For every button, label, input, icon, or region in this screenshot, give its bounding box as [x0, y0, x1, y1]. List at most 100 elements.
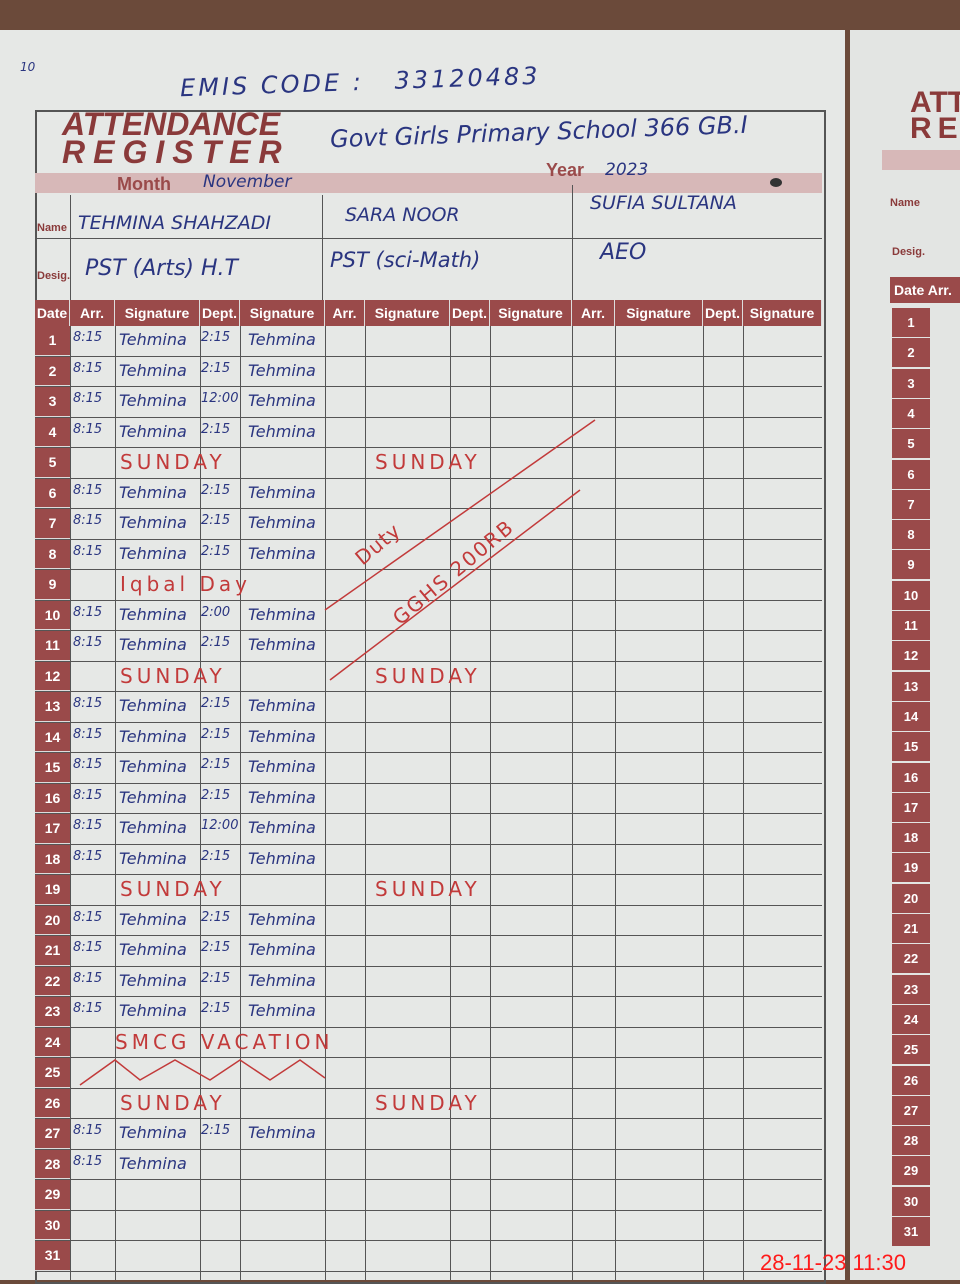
day-note-teacher-2: SUNDAY [375, 450, 481, 474]
right-title: ATT RE [910, 86, 960, 145]
right-date-cell: 16 [892, 762, 930, 792]
table-row: 26 SUNDAY SUNDAY [35, 1088, 822, 1119]
day-note: Iqbal Day [120, 572, 251, 596]
photo-timestamp: 28-11-23 11:30 [760, 1250, 906, 1275]
table-row: 2 8:15 Tehmina 2:15 Tehmina [35, 356, 822, 387]
departure-time: 2:15 [201, 909, 231, 925]
date-cell: 8 [35, 539, 70, 569]
month-value: November [203, 172, 292, 192]
fly-blemish [770, 178, 782, 187]
departure-signature: Tehmina [248, 1123, 316, 1142]
table-row: 19 SUNDAY SUNDAY [35, 875, 822, 906]
arrival-signature: Tehmina [119, 1153, 187, 1173]
table-row: 13 8:15 Tehmina 2:15 Tehmina [35, 692, 822, 723]
right-date-cell: 1 [892, 308, 930, 337]
departure-time: 2:15 [201, 421, 231, 437]
departure-signature: Tehmina [248, 848, 316, 868]
table-row: 20 8:15 Tehmina 2:15 Tehmina [35, 905, 822, 936]
departure-signature: Tehmina [248, 696, 316, 715]
right-date-cell: 3 [892, 368, 930, 398]
departure-signature: Tehmina [248, 513, 316, 532]
header-dept: Dept. [200, 300, 240, 326]
header-dept: Dept. [450, 300, 490, 326]
date-cell: 17 [35, 814, 70, 844]
arrival-signature: Tehmina [119, 1001, 187, 1020]
desig-label: Desig. [37, 270, 71, 282]
right-date-cell: 30 [892, 1186, 930, 1216]
departure-time: 2:15 [201, 757, 231, 772]
table-row: 1 8:15 Tehmina 2:15 Tehmina [35, 326, 822, 357]
arrival-time: 8:15 [73, 330, 103, 345]
arrival-time: 8:15 [73, 543, 103, 559]
teacher-2-name: SARA NOOR [345, 204, 460, 226]
right-date-cell: 13 [892, 671, 930, 701]
right-date-cell: 31 [892, 1217, 930, 1246]
date-cell: 9 [35, 570, 70, 600]
departure-time: 2:15 [201, 360, 231, 376]
arrival-signature: Tehmina [119, 513, 187, 532]
departure-time: 2:15 [201, 970, 231, 986]
arrival-signature: Tehmina [119, 909, 187, 929]
date-cell: 19 [35, 875, 70, 905]
date-cell: 11 [35, 631, 70, 661]
date-cell: 7 [35, 509, 70, 539]
arrival-signature: Tehmina [119, 818, 187, 837]
arrival-time: 8:15 [73, 787, 103, 803]
teacher-1-name: TEHMINA SHAHZADI [78, 212, 272, 234]
arrival-signature: Tehmina [119, 970, 187, 990]
day-note: SMCG VACATION [115, 1029, 334, 1054]
date-cell: 12 [35, 661, 70, 691]
right-date-cell: 6 [892, 459, 930, 489]
arrival-time: 8:15 [73, 818, 103, 833]
arrival-time: 8:15 [73, 1001, 103, 1016]
arrival-signature: Tehmina [119, 635, 187, 654]
table-row: 8 8:15 Tehmina 2:15 Tehmina [35, 539, 822, 570]
arrival-signature: Tehmina [119, 757, 187, 776]
year-label: Year [546, 160, 585, 180]
header-signature: Signature [743, 300, 822, 326]
departure-time: 12:00 [201, 818, 239, 833]
departure-signature: Tehmina [248, 970, 316, 990]
table-row: 10 8:15 Tehmina 2:00 Tehmina [35, 600, 822, 631]
table-row: 21 8:15 Tehmina 2:15 Tehmina [35, 936, 822, 967]
right-date-cell: 7 [892, 489, 930, 519]
table-row: 7 8:15 Tehmina 2:15 Tehmina [35, 509, 822, 540]
date-cell: 5 [35, 448, 70, 478]
date-cell: 6 [35, 478, 70, 508]
table-row: 9 Iqbal Day [35, 570, 822, 601]
right-date-cell: 20 [892, 883, 930, 913]
departure-signature: Tehmina [248, 543, 316, 563]
date-cell: 29 [35, 1180, 70, 1210]
year-value: 2023 [605, 160, 649, 180]
departure-time: 2:15 [201, 1123, 231, 1138]
date-cell: 14 [35, 722, 70, 752]
table-row: 12 SUNDAY SUNDAY [35, 661, 822, 692]
departure-signature: Tehmina [248, 482, 316, 502]
header-date: Date [35, 300, 70, 326]
arrival-time: 8:15 [73, 1153, 103, 1169]
date-cell: 13 [35, 692, 70, 722]
right-date-cell: 10 [892, 580, 930, 610]
header-signature: Signature [240, 300, 325, 326]
arrival-time: 8:15 [73, 421, 103, 437]
departure-signature: Tehmina [248, 757, 316, 776]
arrival-signature: Tehmina [119, 1123, 187, 1142]
departure-time: 2:15 [201, 482, 231, 498]
date-cell: 3 [35, 387, 70, 417]
date-cell: 27 [35, 1119, 70, 1149]
table-row: 30 [35, 1210, 822, 1241]
date-cell: 28 [35, 1149, 70, 1179]
right-date-cell: 18 [892, 823, 930, 853]
departure-signature: Tehmina [248, 330, 316, 349]
day-note: SUNDAY [120, 1090, 226, 1115]
right-date-cell: 11 [892, 611, 930, 640]
right-date-cell: 17 [892, 792, 930, 822]
right-date-cell: 2 [892, 338, 930, 368]
table-row: 14 8:15 Tehmina 2:15 Tehmina [35, 722, 822, 753]
right-date-cell: 4 [892, 398, 930, 428]
table-row: 25 [35, 1058, 822, 1089]
header-arr: Arr. [70, 300, 115, 326]
month-band [35, 173, 822, 193]
arrival-time: 8:15 [73, 757, 103, 772]
